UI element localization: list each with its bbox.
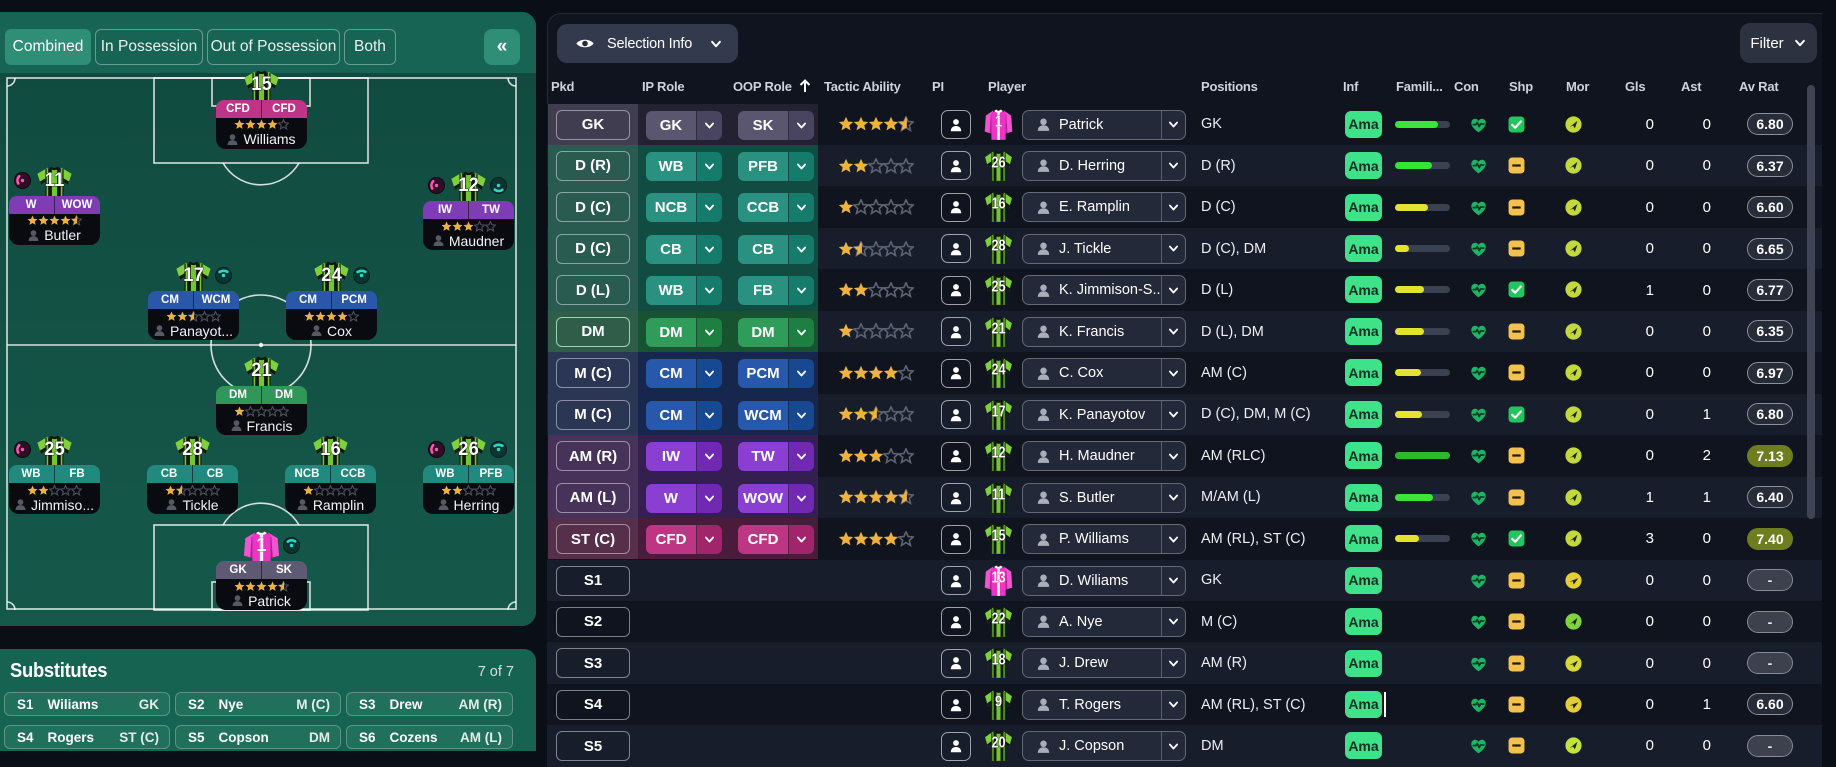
svg-text:1: 1 xyxy=(256,535,267,557)
svg-text:28: 28 xyxy=(991,237,1005,255)
svg-text:16: 16 xyxy=(991,196,1005,214)
svg-text:9: 9 xyxy=(995,693,1002,711)
svg-text:1: 1 xyxy=(995,113,1002,131)
svg-text:11: 11 xyxy=(44,169,64,191)
svg-text:22: 22 xyxy=(991,610,1005,628)
svg-text:18: 18 xyxy=(991,652,1005,670)
svg-text:21: 21 xyxy=(991,320,1005,338)
svg-text:12: 12 xyxy=(458,175,479,197)
svg-text:11: 11 xyxy=(992,486,1006,504)
svg-text:12: 12 xyxy=(991,445,1005,463)
svg-text:25: 25 xyxy=(44,439,65,461)
svg-text:26: 26 xyxy=(991,154,1005,172)
svg-text:21: 21 xyxy=(251,360,272,382)
svg-text:24: 24 xyxy=(991,362,1005,380)
svg-text:17: 17 xyxy=(183,265,204,287)
svg-text:13: 13 xyxy=(991,569,1005,587)
svg-text:20: 20 xyxy=(991,735,1005,753)
svg-text:28: 28 xyxy=(182,439,203,461)
svg-text:16: 16 xyxy=(320,439,341,461)
svg-text:17: 17 xyxy=(991,403,1005,421)
svg-text:25: 25 xyxy=(991,279,1005,297)
svg-text:15: 15 xyxy=(991,527,1005,545)
svg-text:24: 24 xyxy=(321,265,342,287)
svg-text:15: 15 xyxy=(251,73,272,95)
svg-text:26: 26 xyxy=(458,439,479,461)
